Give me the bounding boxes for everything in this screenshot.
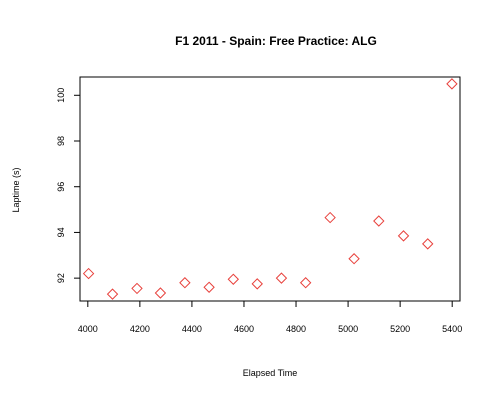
x-tick-label: 4000 xyxy=(78,324,98,334)
y-axis-title: Laptime (s) xyxy=(11,167,21,212)
x-tick-label: 4600 xyxy=(234,324,254,334)
data-point xyxy=(324,211,336,224)
data-point xyxy=(82,267,95,280)
data-point xyxy=(397,230,410,242)
x-tick-label: 4800 xyxy=(286,324,306,334)
x-tick-label: 4200 xyxy=(130,324,150,334)
data-point xyxy=(203,281,215,293)
data-point xyxy=(348,253,360,265)
x-tick-label: 4400 xyxy=(182,324,202,334)
x-tick-label: 5400 xyxy=(442,324,462,334)
x-axis: 4000 4200 4400 4600 4800 5000 5200 5400 xyxy=(78,301,462,334)
data-point xyxy=(299,277,312,289)
x-tick-label: 5200 xyxy=(390,324,410,334)
plot-frame xyxy=(79,76,461,302)
data-point xyxy=(251,278,263,290)
y-tick-label: 94 xyxy=(56,227,66,237)
x-tick-label: 5000 xyxy=(338,324,358,334)
data-points xyxy=(82,78,458,300)
data-point xyxy=(106,288,119,300)
y-tick-label: 96 xyxy=(56,182,66,192)
data-point xyxy=(373,215,385,227)
data-point xyxy=(446,78,458,90)
data-point xyxy=(275,272,288,284)
y-tick-label: 100 xyxy=(56,88,66,103)
y-axis: 92 94 96 98 100 xyxy=(56,88,80,283)
data-point xyxy=(179,277,191,289)
y-tick-label: 98 xyxy=(56,136,66,146)
y-tick-label: 92 xyxy=(56,273,66,283)
data-point xyxy=(154,287,167,299)
data-point xyxy=(131,282,143,295)
chart-title: F1 2011 - Spain: Free Practice: ALG xyxy=(175,34,377,48)
data-point xyxy=(422,238,434,250)
data-point xyxy=(227,273,240,285)
x-axis-title: Elapsed Time xyxy=(243,368,298,378)
